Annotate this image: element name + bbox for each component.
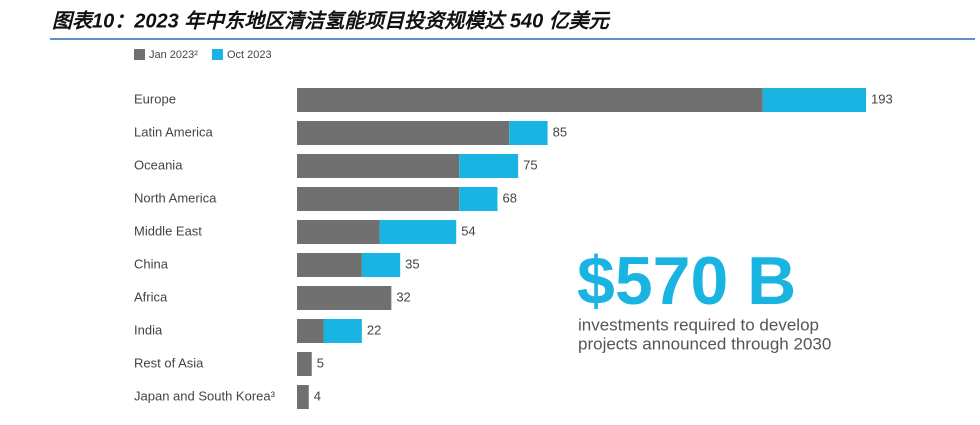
bar [509,121,548,145]
legend-label: Jan 2023² [149,49,198,61]
y-tick-label: Japan and South Korea³ [134,388,276,403]
y-tick-label: Europe [134,91,176,106]
legend-swatch [211,49,223,60]
legend-swatch [134,49,145,60]
bar [379,220,457,244]
total-label: 54 [461,223,475,238]
bar [297,352,312,376]
bar [459,154,519,178]
total-label: 4 [314,388,321,403]
y-tick-label: Africa [134,289,168,304]
bar [297,121,510,145]
chart-title: 图表10：2023 年中东地区清洁氢能项目投资规模达 540 亿美元 [52,9,611,32]
annotation-headline: $570 B [577,243,796,319]
total-label: 22 [367,322,381,337]
bar [459,187,498,211]
legend-label: Oct 2023 [227,49,272,61]
bar [297,187,460,211]
y-tick-label: Rest of Asia [134,355,204,370]
total-label: 193 [871,91,893,106]
y-tick-label: Oceania [134,157,183,172]
bar [361,253,401,277]
total-label: 35 [405,256,419,271]
total-label: 32 [396,289,410,304]
bar [297,319,324,343]
y-tick-label: North America [134,190,217,205]
total-label: 75 [523,157,537,172]
y-tick-label: China [134,256,169,271]
bar [323,319,362,343]
bar [297,88,763,112]
bar [297,385,309,409]
bar [297,253,362,277]
bar [297,286,392,310]
total-label: 5 [317,355,324,370]
y-tick-label: Latin America [134,124,214,139]
annotation-line: projects announced through 2030 [578,334,831,353]
bar [297,220,380,244]
bar [762,88,866,112]
annotation-line: investments required to develop [578,315,819,334]
y-tick-label: Middle East [134,223,202,238]
y-tick-label: India [134,322,163,337]
total-label: 85 [553,124,567,139]
total-label: 68 [502,190,516,205]
bar [297,154,460,178]
